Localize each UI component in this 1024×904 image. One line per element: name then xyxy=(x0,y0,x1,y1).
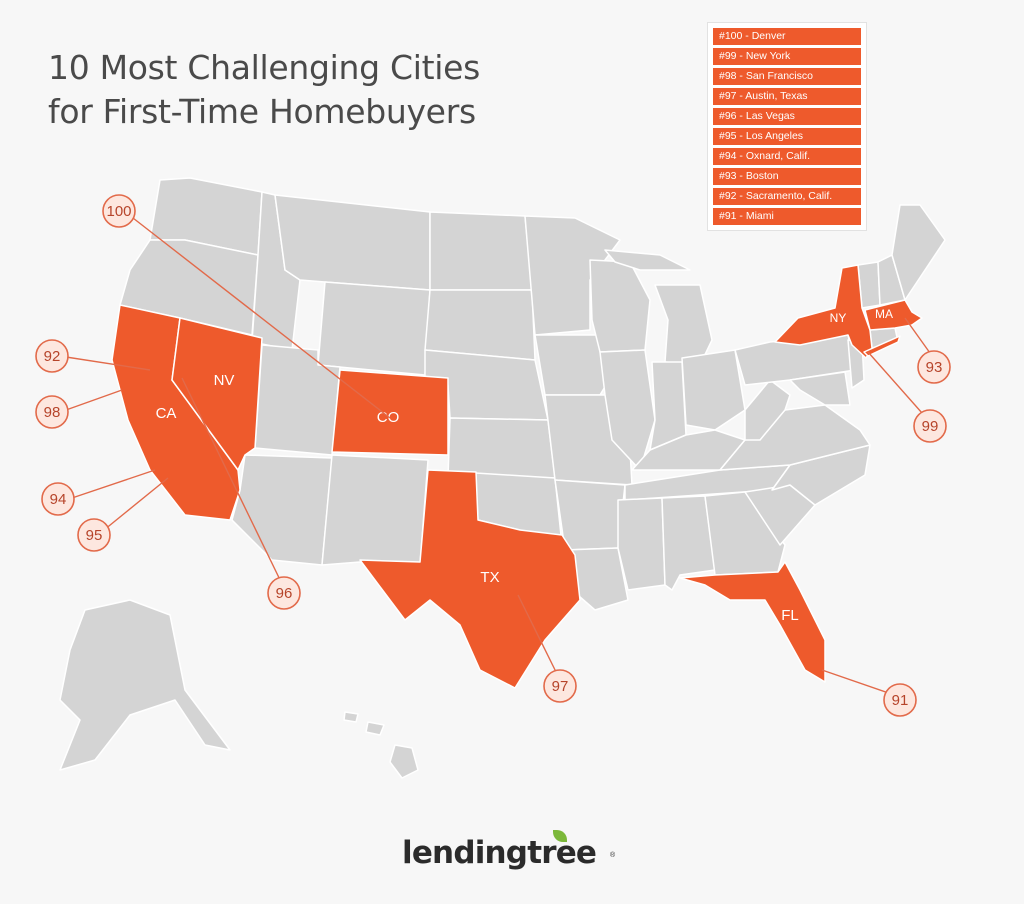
rank-badges: 100 92 98 94 95 96 97 91 xyxy=(35,194,951,717)
highlighted-states xyxy=(111,264,923,689)
label-fl: FL xyxy=(781,607,799,624)
badge-label-93: 93 xyxy=(926,359,943,376)
leader-lines xyxy=(65,217,936,698)
state-nm xyxy=(321,454,429,566)
badge-100: 100 xyxy=(102,194,136,228)
badge-label-96: 96 xyxy=(276,585,293,602)
badge-96: 96 xyxy=(267,576,301,610)
state-az xyxy=(231,454,333,566)
ranking-legend: #100 - Denver #99 - New York #98 - San F… xyxy=(707,22,867,231)
state-wy xyxy=(317,281,431,376)
legend-item: #91 - Miami xyxy=(713,208,861,225)
state-hi-3 xyxy=(365,721,385,736)
badge-95: 95 xyxy=(77,518,111,552)
badge-99: 99 xyxy=(913,409,947,443)
badge-label-100: 100 xyxy=(106,203,131,220)
badge-label-92: 92 xyxy=(44,348,61,365)
label-nv: NV xyxy=(214,372,235,389)
leader-line-98 xyxy=(65,389,123,411)
leader-line-94 xyxy=(71,469,156,499)
state-ak xyxy=(59,599,231,771)
lendingtree-logo: lendingtree xyxy=(402,835,597,871)
state-sd xyxy=(424,289,536,361)
state-wi xyxy=(589,259,651,353)
label-ny: NY xyxy=(830,311,847,325)
badge-91: 91 xyxy=(883,683,917,717)
legend-item: #95 - Los Angeles xyxy=(713,128,861,145)
state-oh xyxy=(681,349,746,431)
label-ma: MA xyxy=(875,307,893,321)
legend-item: #98 - San Francisco xyxy=(713,68,861,85)
state-mt xyxy=(274,194,431,291)
badge-92: 92 xyxy=(35,339,69,373)
leader-line-99 xyxy=(867,351,931,423)
state-ks xyxy=(447,417,556,479)
state-tx xyxy=(359,469,581,689)
badge-label-97: 97 xyxy=(552,678,569,695)
badge-label-99: 99 xyxy=(922,418,939,435)
state-hi-2 xyxy=(343,711,359,723)
badge-label-98: 98 xyxy=(44,404,61,421)
leader-line-96 xyxy=(181,377,285,589)
leader-line-92 xyxy=(65,356,151,371)
legend-item: #96 - Las Vegas xyxy=(713,108,861,125)
badge-93: 93 xyxy=(917,350,951,384)
state-fl xyxy=(679,561,826,683)
legend-item: #97 - Austin, Texas xyxy=(713,88,861,105)
base-states xyxy=(59,177,946,779)
label-ca: CA xyxy=(156,405,177,422)
state-md xyxy=(789,371,851,406)
state-nv xyxy=(171,317,263,471)
badge-97: 97 xyxy=(543,669,577,703)
legend-item: #93 - Boston xyxy=(713,168,861,185)
leader-line-95 xyxy=(103,477,169,531)
state-co xyxy=(331,369,449,456)
leader-line-100 xyxy=(132,217,391,419)
state-mi xyxy=(654,284,713,366)
state-ga xyxy=(704,491,786,576)
badge-label-91: 91 xyxy=(892,692,909,709)
state-mi-up xyxy=(604,249,691,271)
registered-mark: ® xyxy=(610,852,616,859)
leader-line-97 xyxy=(517,594,561,681)
state-hi-1 xyxy=(389,744,419,779)
state-nd xyxy=(429,211,533,291)
badge-98: 98 xyxy=(35,395,69,429)
title-line-2: for First-Time Homebuyers xyxy=(48,92,476,131)
state-ny-li xyxy=(863,335,901,357)
legend-item: #94 - Oxnard, Calif. xyxy=(713,148,861,165)
legend-item: #100 - Denver xyxy=(713,28,861,45)
map-title: 10 Most Challenging Cities for First-Tim… xyxy=(48,46,480,134)
leaf-icon xyxy=(553,830,567,842)
badge-94: 94 xyxy=(41,482,75,516)
title-line-1: 10 Most Challenging Cities xyxy=(48,48,480,87)
label-co: CO xyxy=(377,409,400,426)
badge-label-95: 95 xyxy=(86,527,103,544)
legend-item: #92 - Sacramento, Calif. xyxy=(713,188,861,205)
state-ms xyxy=(617,497,666,591)
badge-label-94: 94 xyxy=(50,491,67,508)
label-tx: TX xyxy=(480,569,499,586)
legend-item: #99 - New York xyxy=(713,48,861,65)
